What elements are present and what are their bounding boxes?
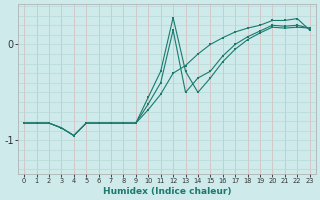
- X-axis label: Humidex (Indice chaleur): Humidex (Indice chaleur): [103, 187, 231, 196]
